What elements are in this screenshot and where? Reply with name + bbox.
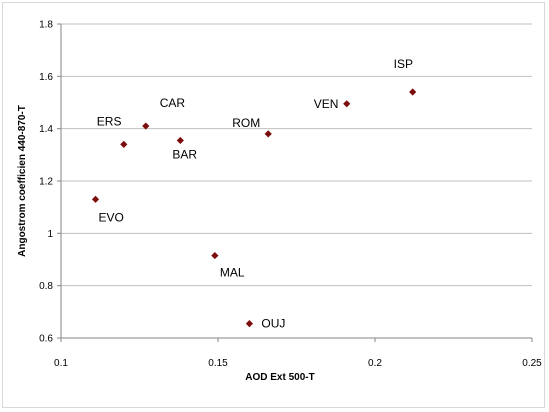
y-tick-label: 1 — [47, 229, 53, 240]
point-labels: EVO ERS CAR BAR MAL OUJ ROM VEN ISP — [97, 57, 413, 331]
point-label: OUJ — [261, 317, 285, 331]
x-tick-label: 0.15 — [208, 358, 228, 369]
point-label: ERS — [97, 114, 122, 128]
x-tick-label: 0.25 — [522, 358, 542, 369]
data-points — [91, 88, 417, 328]
y-tick-label: 1.8 — [39, 20, 53, 31]
point-label: BAR — [172, 147, 197, 161]
y-tick-labels: 0.6 0.8 1 1.2 1.4 1.6 1.8 — [39, 20, 53, 345]
point-label: MAL — [220, 266, 245, 280]
x-axis-label: AOD Ext 500-T — [245, 372, 314, 383]
data-point-marker — [245, 320, 253, 328]
point-label: ROM — [232, 116, 260, 130]
gridlines — [61, 23, 532, 339]
x-tick-labels: 0.1 0.15 0.2 0.25 — [54, 358, 542, 369]
point-label: VEN — [314, 97, 339, 111]
chart-frame — [2, 2, 545, 408]
x-tick-label: 0.1 — [54, 358, 68, 369]
y-axis-label: Angostrom coefficien 440-870-T — [17, 105, 28, 257]
y-tick-label: 1.4 — [39, 124, 53, 135]
point-label: ISP — [394, 57, 413, 71]
data-point-marker — [176, 136, 184, 145]
data-point-marker — [211, 251, 219, 260]
data-point-marker — [120, 140, 128, 148]
x-tick-label: 0.2 — [368, 358, 382, 369]
data-point-marker — [91, 195, 100, 203]
data-point-marker — [264, 130, 272, 138]
point-label: CAR — [160, 96, 186, 110]
axes — [57, 23, 533, 342]
y-tick-label: 0.8 — [39, 281, 53, 292]
data-point-marker — [142, 122, 150, 130]
data-point-marker — [343, 100, 351, 108]
y-tick-label: 1.6 — [39, 72, 53, 83]
data-point-marker — [409, 88, 417, 96]
point-label: EVO — [99, 210, 124, 224]
y-tick-label: 1.2 — [39, 177, 53, 188]
y-tick-label: 0.6 — [39, 334, 53, 345]
